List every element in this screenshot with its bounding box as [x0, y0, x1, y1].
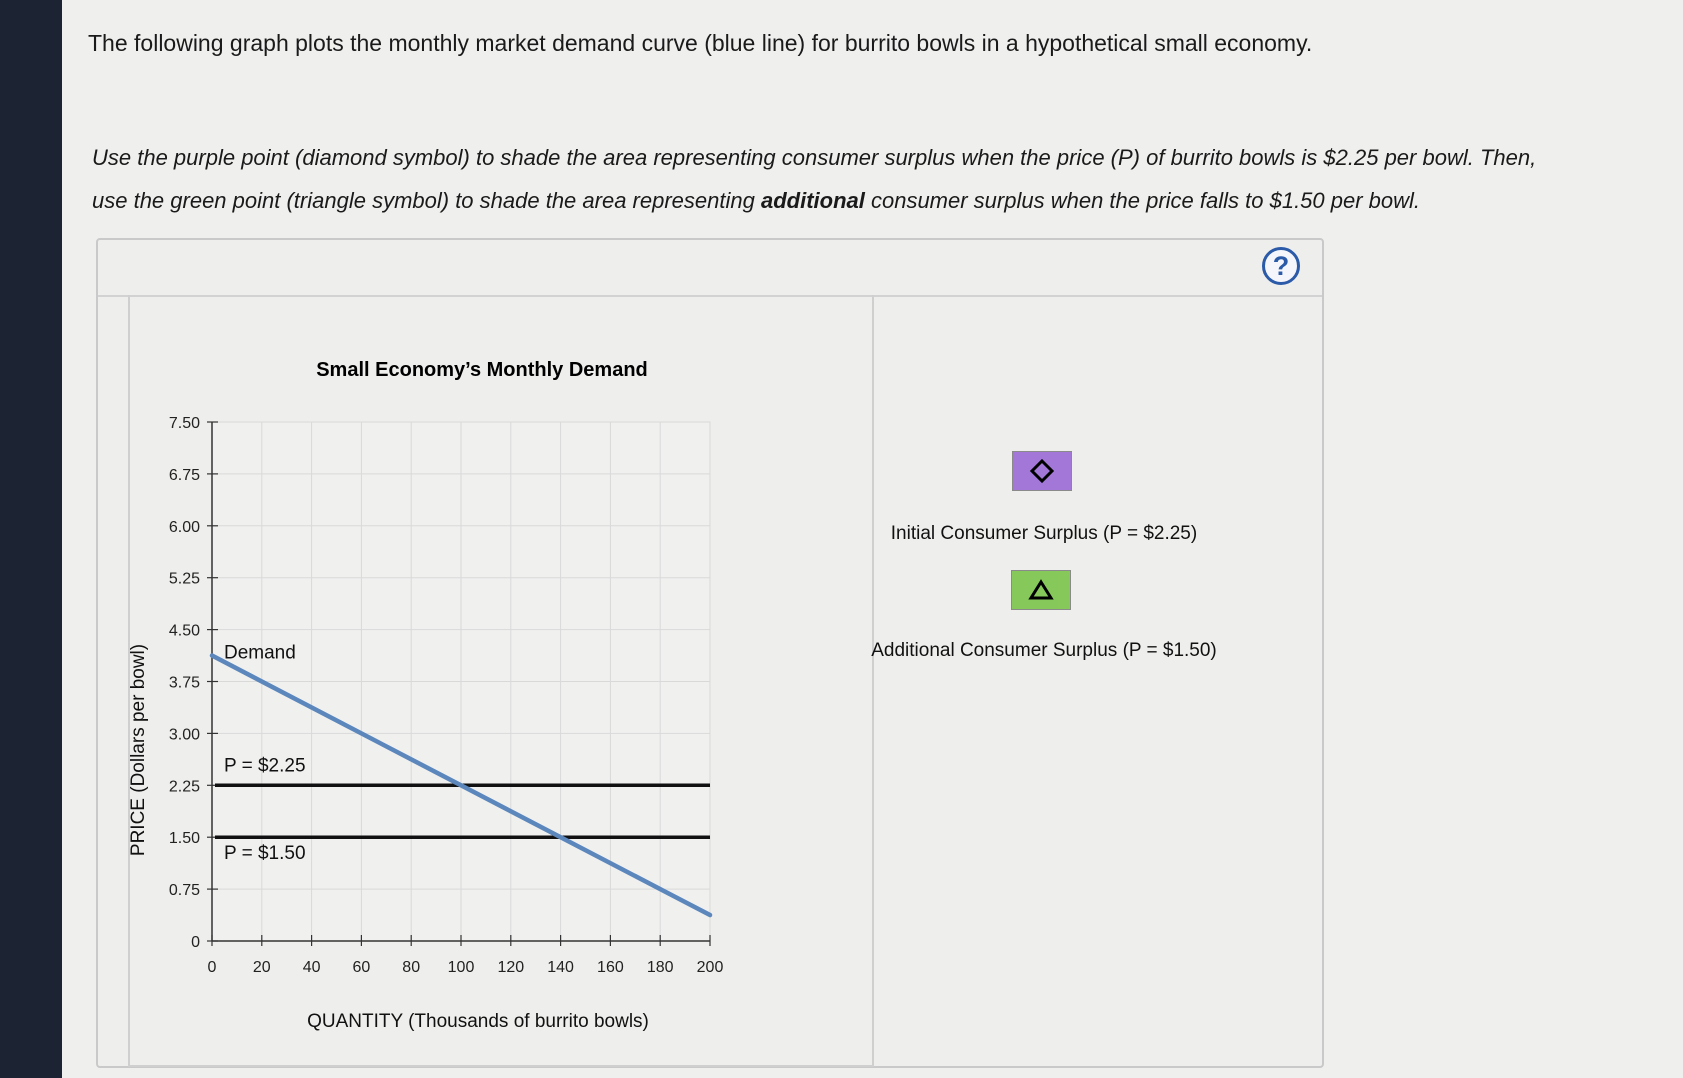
instructions-part1: Use the purple point (diamond symbol) to…: [92, 145, 1537, 170]
demand-curve: [209, 653, 713, 918]
x-tick-label: 100: [448, 959, 475, 976]
y-axis-title: PRICE (Dollars per bowl): [128, 644, 149, 856]
instructions: Use the purple point (diamond symbol) to…: [92, 136, 1682, 222]
y-tick-label: 3.00: [169, 726, 200, 743]
x-tick-label: 200: [697, 959, 724, 976]
additional-surplus-label: Additional Consumer Surplus (P = $1.50): [871, 640, 1217, 661]
y-tick-label: 4.50: [169, 623, 200, 640]
additional-surplus-tool-triangle[interactable]: [1011, 570, 1071, 610]
x-tick-label: 20: [253, 959, 271, 976]
chart-title: Small Economy’s Monthly Demand: [316, 359, 648, 381]
x-tick-label: 160: [597, 959, 624, 976]
axes: 0 0.75 1.50 2.25 3.00 3.75 4.50 5.25 6.00 6.75 7.5…: [169, 415, 724, 976]
y-tick-label: 7.50: [169, 415, 200, 432]
x-tick-label: 120: [497, 959, 524, 976]
y-tick-label: 0: [191, 934, 200, 951]
instructions-part2a: use the green point (triangle symbol) to…: [92, 188, 761, 213]
y-tick-label: 6.00: [169, 519, 200, 536]
y-tick-label: 5.25: [169, 571, 200, 588]
x-tick-label: 180: [647, 959, 674, 976]
consumer-surplus-tool-diamond[interactable]: [1012, 451, 1072, 491]
demand-label: Demand: [224, 643, 296, 664]
x-tick-label: 0: [208, 959, 217, 976]
diamond-icon: [1030, 459, 1054, 483]
screen-bezel: [0, 0, 62, 1078]
triangle-icon: [1028, 579, 1054, 600]
y-tick-label: 1.50: [169, 830, 200, 847]
x-tick-label: 80: [402, 959, 420, 976]
panel-header: ?: [98, 240, 1322, 297]
y-tick-label: 6.75: [169, 467, 200, 484]
x-tick-label: 60: [353, 959, 371, 976]
demand-chart[interactable]: Small Economy’s Monthly Demand 0 0.75 1.50…: [98, 240, 1322, 1066]
plot-frame: [128, 295, 874, 1067]
x-tick-label: 40: [303, 959, 321, 976]
price-line-label: P = $1.50: [224, 843, 306, 864]
grid: [211, 421, 711, 942]
graph-panel: ? Small Economy’s Monthly Demand 0 0.75 1.…: [96, 238, 1324, 1068]
instructions-part2b: consumer surplus when the price falls to…: [864, 188, 1421, 213]
price-line-label: P = $2.25: [224, 755, 306, 776]
initial-surplus-label: Initial Consumer Surplus (P = $2.25): [890, 523, 1198, 544]
y-tick-label: 3.75: [169, 675, 200, 692]
x-axis-title: QUANTITY (Thousands of burrito bowls): [307, 1011, 649, 1032]
x-tick-label: 140: [547, 959, 574, 976]
y-tick-label: 0.75: [169, 882, 200, 899]
series-layer: P = $2.25 P = $1.50 Demand: [209, 643, 713, 918]
intro-text: The following graph plots the monthly ma…: [88, 30, 1313, 56]
instructions-bold: additional: [760, 188, 865, 213]
y-tick-label: 2.25: [169, 778, 200, 795]
help-button[interactable]: ?: [1262, 247, 1300, 285]
